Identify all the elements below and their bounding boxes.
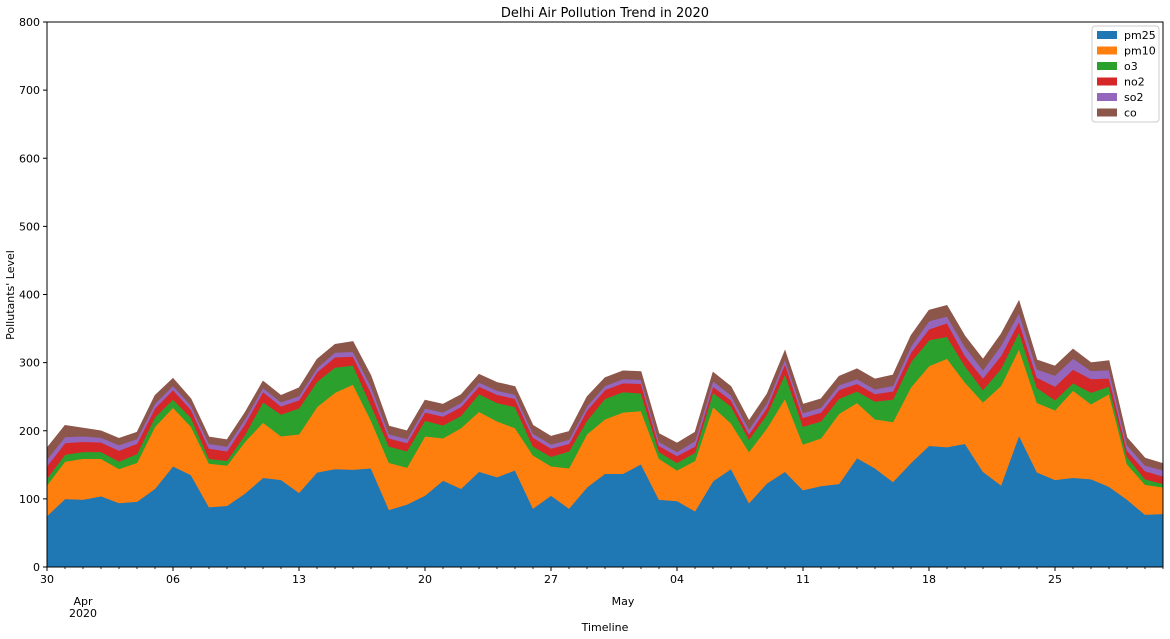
chart-title: Delhi Air Pollution Trend in 2020 [501,6,709,21]
y-tick-label: 500 [19,220,40,233]
legend-swatch-pm25 [1097,31,1117,39]
x-tick-label: 06 [166,573,180,586]
areas-layer [46,299,1164,568]
legend-swatch-so2 [1097,93,1117,101]
y-tick-label: 0 [33,561,40,574]
x-tick-label: 11 [796,573,810,586]
x-tick-label: 25 [1048,573,1062,586]
legend-swatch-o3 [1097,62,1117,70]
x-month-label: May [612,595,635,608]
legend-label-pm25: pm25 [1124,29,1156,42]
x-year-label: 2020 [69,607,97,620]
x-tick-label: 13 [292,573,306,586]
x-axis: 30 06 13 20 27 04 11 18 25 Apr May 2020 [40,567,1164,620]
legend-label-no2: no2 [1124,76,1145,89]
y-axis: 0 100 200 300 400 500 600 700 800 [19,16,47,574]
x-tick-label: 27 [544,573,558,586]
x-tick-label: 30 [40,573,54,586]
legend: pm25 pm10 o3 no2 so2 co [1091,25,1160,123]
x-tick-label: 18 [922,573,936,586]
x-month-label: Apr [73,595,93,608]
y-tick-label: 800 [19,16,40,29]
legend-swatch-co [1097,108,1117,117]
x-tick-label: 20 [418,573,432,586]
x-tick-label: 04 [670,573,684,586]
legend-swatch-pm10 [1097,46,1117,55]
y-tick-label: 700 [19,84,40,97]
y-tick-label: 100 [19,493,40,506]
legend-label-pm10: pm10 [1124,45,1156,58]
y-axis-title: Pollutants' Level [4,250,17,340]
legend-label-co: co [1124,107,1137,120]
legend-swatch-no2 [1097,77,1117,86]
legend-label-so2: so2 [1124,91,1143,104]
legend-label-o3: o3 [1124,60,1138,73]
y-tick-label: 300 [19,357,40,370]
y-tick-label: 600 [19,152,40,165]
x-axis-title: Timeline [581,621,629,634]
y-tick-label: 400 [19,289,40,302]
y-tick-label: 200 [19,425,40,438]
